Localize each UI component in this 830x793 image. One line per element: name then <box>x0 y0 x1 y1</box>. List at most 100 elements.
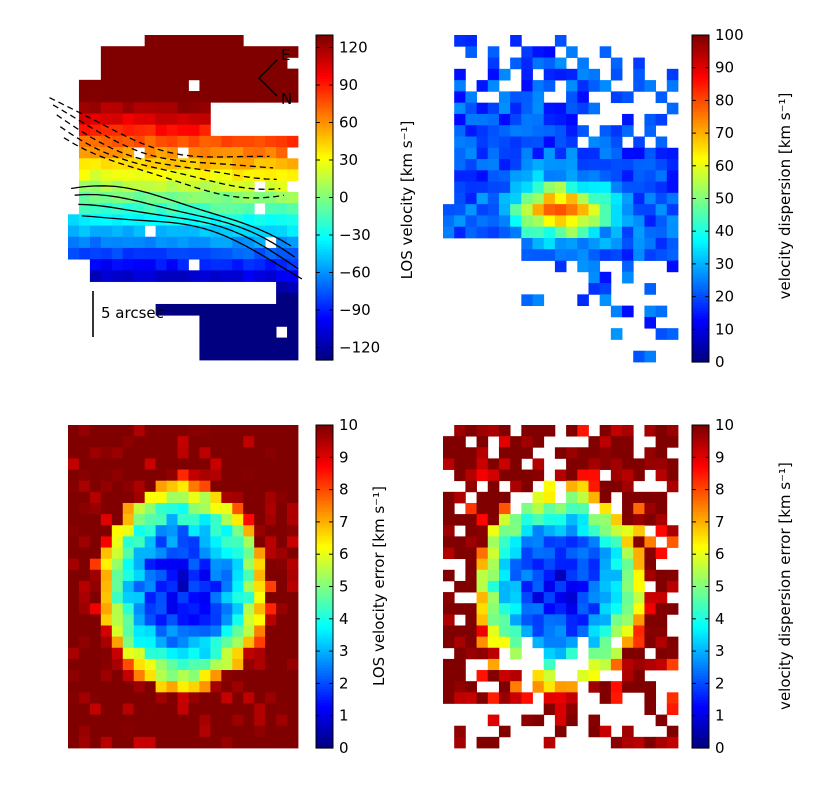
los-velocity-error-pixel <box>155 502 167 515</box>
velocity-dispersion-pixel <box>599 271 612 284</box>
velocity-dispersion-error-pixel <box>543 647 556 660</box>
los-velocity-error-pixel <box>177 714 189 727</box>
los-velocity-pixel <box>111 57 124 70</box>
los-velocity-error-pixel <box>78 547 91 560</box>
velocity-dispersion-error-pixel <box>521 547 533 560</box>
los-velocity-error-pixel <box>177 525 189 537</box>
velocity-dispersion-error-pixel <box>532 469 545 482</box>
velocity-dispersion-error-pixel <box>577 447 589 459</box>
los-velocity-pixel <box>265 147 277 159</box>
los-velocity-error-pixel <box>78 681 91 693</box>
velocity-dispersion-pixel <box>577 80 589 92</box>
velocity-dispersion-pixel <box>633 159 645 171</box>
los-velocity-error-pixel <box>166 636 178 649</box>
los-velocity-pixel <box>144 57 157 70</box>
velocity-dispersion-error-pixel <box>622 647 634 660</box>
los-velocity-pixel <box>199 214 211 226</box>
velocity-dispersion-pixel <box>476 125 489 137</box>
los-velocity-error-pixel <box>155 625 167 638</box>
velocity-dispersion-error-pixel <box>465 425 477 437</box>
velocity-dispersion-pixel <box>532 249 545 261</box>
los-velocity-error-pixel <box>265 647 277 660</box>
velocity-dispersion-error-pixel <box>588 603 601 615</box>
los-velocity-pixel <box>232 247 244 260</box>
los-velocity-pixel <box>254 169 266 182</box>
los-velocity-error-pixel <box>133 592 146 604</box>
velocity-dispersion-error-pixel <box>510 614 522 626</box>
velocity-dispersion-error-pixel <box>487 636 500 649</box>
los-velocity-pixel <box>177 113 189 126</box>
los-velocity-error-pixel <box>111 681 124 693</box>
los-velocity-error-pixel <box>111 692 124 704</box>
los-velocity-pixel <box>111 147 124 159</box>
los-velocity-pixel <box>122 79 135 92</box>
velocity-dispersion-error-pixel <box>476 592 489 604</box>
los-velocity-error-pixel <box>78 502 91 515</box>
los-velocity-error-pixel <box>287 436 299 448</box>
los-velocity-pixel <box>155 169 167 182</box>
los-velocity-pixel <box>133 46 146 58</box>
velocity-dispersion-pixel <box>610 215 623 228</box>
velocity-dispersion-error-pixel <box>443 658 455 671</box>
colorbar-tick-label: 3 <box>339 642 349 660</box>
los-velocity-error-pixel <box>111 425 124 437</box>
velocity-dispersion-error-pixel <box>532 547 545 560</box>
colorbar-tick-label: 60 <box>715 157 734 175</box>
velocity-dispersion-error-pixel <box>633 592 645 604</box>
velocity-dispersion-error-pixel <box>543 514 556 526</box>
los-velocity-error-pixel <box>166 658 178 671</box>
los-velocity-error-pixel <box>254 670 266 682</box>
velocity-dispersion-error-pixel <box>476 425 489 437</box>
los-velocity-error-pixel <box>122 502 135 515</box>
velocity-dispersion-pixel <box>655 328 668 340</box>
los-velocity-pixel <box>166 180 178 193</box>
los-velocity-error-pixel <box>122 625 135 638</box>
velocity-dispersion-error-pixel <box>554 502 567 515</box>
los-velocity-error-pixel <box>100 614 113 626</box>
los-velocity-pixel <box>111 259 124 271</box>
los-velocity-error-pixel <box>78 425 91 437</box>
velocity-dispersion-error-pixel <box>566 547 578 560</box>
los-velocity-error-pixel <box>287 625 299 638</box>
velocity-dispersion-error-pixel <box>599 436 612 448</box>
los-velocity-pixel <box>221 79 233 92</box>
los-velocity-error-pixel <box>100 603 113 615</box>
velocity-dispersion-error-pixel <box>588 658 601 671</box>
los-velocity-error-pixel <box>78 647 91 660</box>
los-velocity-pixel <box>243 315 255 327</box>
los-velocity-error-pixel <box>276 425 288 437</box>
velocity-dispersion-pixel <box>577 57 589 70</box>
los-velocity-error-pixel <box>100 703 113 715</box>
los-velocity-error-pixel <box>199 670 211 682</box>
velocity-dispersion-error-pixel <box>577 525 589 537</box>
velocity-dispersion-error-pixel <box>476 670 489 682</box>
velocity-dispersion-pixel <box>588 159 601 171</box>
velocity-dispersion-error-pixel <box>655 658 668 671</box>
velocity-dispersion-pixel <box>521 113 533 126</box>
velocity-dispersion-pixel <box>543 237 556 250</box>
velocity-dispersion-error-pixel <box>476 502 489 515</box>
velocity-dispersion-pixel <box>610 305 623 318</box>
los-velocity-error-pixel <box>166 692 178 704</box>
los-velocity-error-pixel <box>221 614 233 626</box>
los-velocity-error-pixel <box>287 703 299 715</box>
los-velocity-error-pixel <box>188 703 200 715</box>
los-velocity-error-pixel <box>221 636 233 649</box>
los-velocity-error-pixel <box>243 670 255 682</box>
los-velocity-pixel <box>199 236 211 249</box>
colorbar-tick-label: 2 <box>339 674 349 692</box>
velocity-dispersion-error-pixel <box>521 569 533 582</box>
los-velocity-error-pixel <box>177 692 189 704</box>
los-velocity-error-pixel <box>210 603 222 615</box>
velocity-dispersion-pixel <box>521 237 533 250</box>
los-velocity-error-pixel <box>78 625 91 638</box>
velocity-dispersion-error-pixel <box>476 625 489 638</box>
velocity-dispersion-error-pixel <box>566 469 578 482</box>
velocity-dispersion-error-pixel <box>644 614 657 626</box>
velocity-dispersion-pixel <box>610 192 623 205</box>
colorbar-tick-label: 8 <box>715 481 725 499</box>
los-velocity-pixel <box>221 180 233 193</box>
velocity-dispersion-error-pixel <box>588 647 601 660</box>
los-velocity-error-pixel <box>78 447 91 459</box>
los-velocity-error-pixel <box>254 480 266 493</box>
